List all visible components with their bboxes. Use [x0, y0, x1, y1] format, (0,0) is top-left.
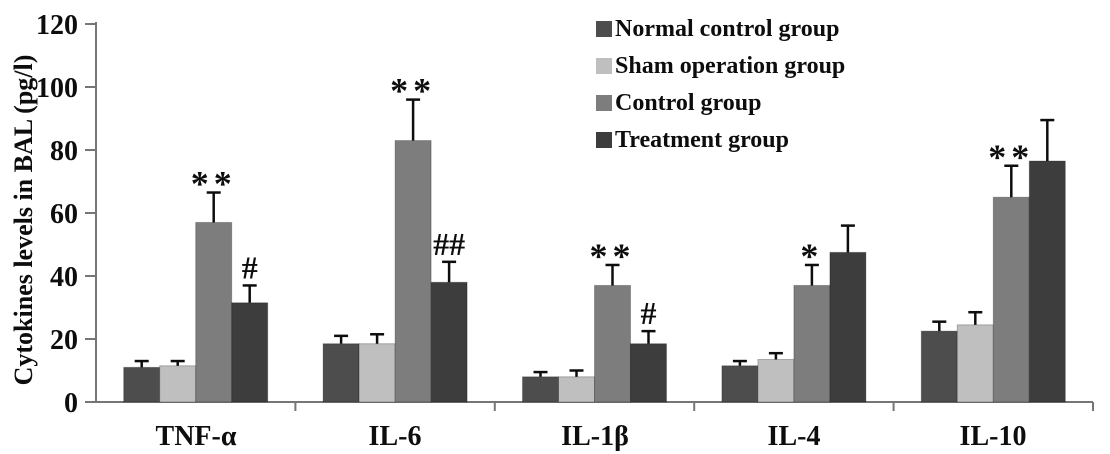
y-tick-label: 80 — [50, 136, 78, 167]
significance-annotation: ** — [988, 137, 1034, 177]
bar — [721, 365, 759, 403]
significance-annotation: * — [800, 236, 823, 276]
significance-annotation: # — [641, 295, 657, 331]
bar — [195, 221, 233, 403]
bar — [829, 251, 867, 403]
legend-label: Treatment group — [615, 126, 789, 153]
legend-item: Control group — [596, 89, 845, 116]
bar — [1028, 160, 1066, 403]
legend-swatch — [596, 58, 612, 74]
y-tick-label: 0 — [64, 388, 78, 419]
x-category-label: IL-1β — [561, 421, 629, 452]
legend: Normal control group Sham operation grou… — [596, 15, 846, 165]
legend-swatch — [596, 21, 612, 37]
y-tick-label: 40 — [50, 262, 78, 293]
x-category-label: TNF-α — [155, 421, 237, 452]
bar — [394, 140, 432, 403]
bar — [322, 343, 360, 403]
y-tick-label: 20 — [50, 325, 78, 356]
significance-annotation: ## — [433, 226, 465, 262]
bar — [430, 281, 468, 403]
bar — [558, 376, 595, 403]
significance-annotation: # — [242, 249, 258, 285]
significance-annotation: ** — [390, 71, 436, 111]
legend-label: Sham operation group — [615, 52, 846, 79]
legend-label: Control group — [615, 89, 762, 116]
significance-annotation: ** — [590, 236, 636, 276]
y-tick-label: 60 — [50, 199, 78, 230]
legend-swatch — [596, 95, 612, 111]
y-tick-label: 100 — [36, 73, 78, 104]
bar — [522, 376, 559, 403]
x-category-label: IL-4 — [767, 421, 821, 452]
bar — [594, 284, 631, 403]
legend-item: Treatment group — [596, 126, 845, 153]
bar — [992, 196, 1030, 403]
legend-swatch — [596, 132, 612, 148]
bar — [757, 358, 795, 403]
significance-annotation: ** — [191, 164, 237, 204]
x-category-label: IL-10 — [959, 421, 1027, 452]
bar — [956, 324, 994, 403]
legend-label: Normal control group — [615, 15, 840, 42]
y-tick-label: 120 — [36, 10, 78, 41]
legend-item: Sham operation group — [596, 52, 846, 79]
bar — [231, 302, 269, 403]
bar — [920, 330, 958, 403]
bar — [793, 284, 831, 403]
x-category-label: IL-6 — [368, 421, 422, 452]
bar — [159, 365, 197, 403]
bar — [630, 343, 667, 403]
bar — [123, 366, 161, 403]
legend-item: Normal control group — [596, 15, 845, 42]
bar — [358, 343, 396, 403]
y-axis-title: Cytokines levels in BAL (pg/l) — [9, 54, 38, 386]
